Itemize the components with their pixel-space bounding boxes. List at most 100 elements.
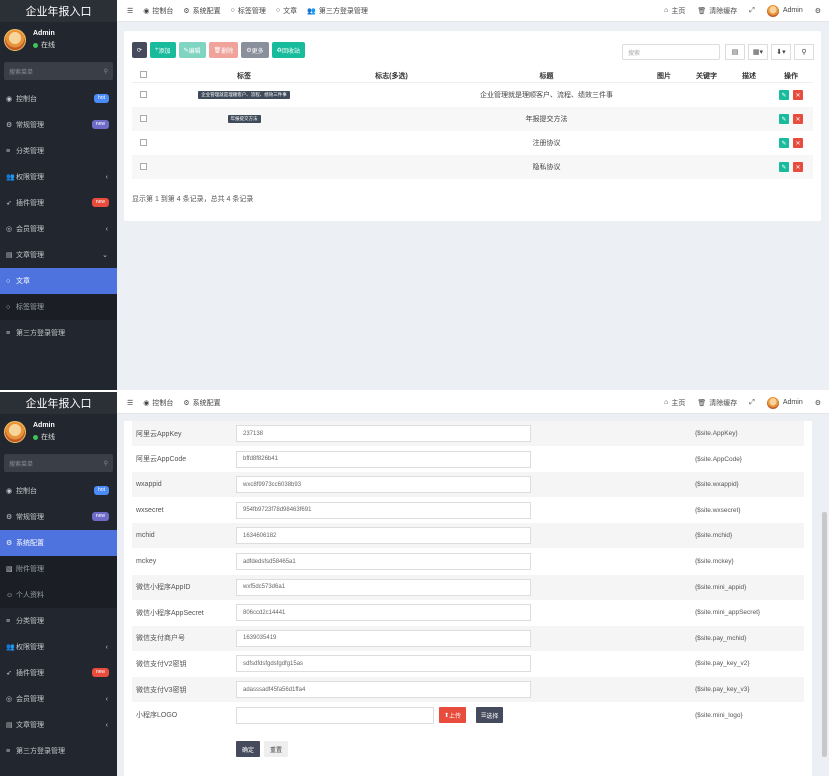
topbar-tab[interactable]: 👥 第三方登录管理 bbox=[307, 6, 368, 16]
select-all-checkbox[interactable] bbox=[139, 71, 147, 78]
sidebar-item[interactable]: ≡ 第三方登录管理 bbox=[0, 738, 117, 764]
page-scrollbar[interactable] bbox=[822, 512, 827, 757]
col-header-flag[interactable]: 标志(多选) bbox=[375, 72, 408, 80]
home-link[interactable]: ⌂ 主页 bbox=[664, 6, 685, 16]
sidebar-item[interactable]: ◎ 会员管理 ‹ bbox=[0, 216, 117, 242]
recycle-bin-button[interactable]: ♻ 回收站 bbox=[271, 42, 306, 58]
sidebar-item[interactable]: ≡ 分类管理 bbox=[0, 608, 117, 634]
config-input[interactable]: wxf5dc573d6a1 bbox=[236, 578, 531, 596]
col-header-description[interactable]: 描述 bbox=[742, 72, 756, 80]
sidebar-item[interactable]: ◉ 控制台 hot bbox=[0, 478, 117, 504]
col-header-title[interactable]: 标题 bbox=[539, 72, 554, 80]
config-input[interactable]: 1639035419 bbox=[236, 629, 531, 647]
sidebar-item[interactable]: ☺ 个人资料 bbox=[0, 582, 117, 608]
config-input[interactable]: 237138 bbox=[236, 425, 531, 442]
topbar-tab[interactable]: ⚙ 系统配置 bbox=[183, 6, 220, 16]
more-button[interactable]: ⚙ 更多 bbox=[241, 42, 269, 58]
fullscreen-icon[interactable]: ⤢ bbox=[749, 398, 755, 406]
sidebar-item[interactable]: ○ 标签管理 bbox=[0, 294, 117, 320]
sidebar-item[interactable]: ⚙ 常规管理 new bbox=[0, 112, 117, 138]
edit-pencil-icon[interactable]: ✎ bbox=[779, 90, 789, 100]
search-icon[interactable]: ⚲ bbox=[794, 44, 814, 60]
row-checkbox[interactable] bbox=[139, 90, 147, 98]
table-row[interactable]: 隐私协议 ✎ ✕ bbox=[132, 155, 813, 179]
row-checkbox[interactable] bbox=[139, 138, 147, 146]
sidebar-item[interactable]: ▤ 文章管理 ⌄ bbox=[0, 242, 117, 268]
fullscreen-icon[interactable]: ⤢ bbox=[749, 6, 755, 14]
config-input[interactable]: bffd8f826b41 bbox=[236, 450, 531, 468]
topbar-tab[interactable]: ○ 文章 bbox=[276, 6, 297, 16]
export-icon[interactable]: ⬇▾ bbox=[771, 44, 791, 60]
sidebar-item[interactable]: ⚙ 系统配置 bbox=[0, 530, 117, 556]
col-header-image[interactable]: 图片 bbox=[657, 72, 671, 80]
sidebar-item[interactable]: ➶ 插件管理 new bbox=[0, 190, 117, 216]
sidebar-item[interactable]: ≡ 第三方登录管理 bbox=[0, 320, 117, 346]
col-header-keywords[interactable]: 关键字 bbox=[696, 72, 717, 80]
toggle-view-icon[interactable]: ▤ bbox=[725, 44, 745, 60]
sidebar-logo[interactable]: 企业年报入口 bbox=[0, 392, 117, 414]
topbar-tab[interactable]: ⚙ 系统配置 bbox=[183, 398, 220, 408]
sidebar-item[interactable]: ≡ 分类管理 bbox=[0, 138, 117, 164]
delete-trash-icon[interactable]: ✕ bbox=[793, 90, 803, 100]
reset-button[interactable]: 重置 bbox=[264, 741, 289, 757]
delete-trash-icon[interactable]: ✕ bbox=[793, 162, 803, 172]
admin-menu[interactable]: Admin bbox=[766, 4, 803, 17]
sidebar-item[interactable]: ▤ 文章管理 ‹ bbox=[0, 712, 117, 738]
row-checkbox[interactable] bbox=[139, 162, 147, 170]
topbar-tab[interactable]: ○ 标签管理 bbox=[231, 6, 266, 16]
sidebar-item[interactable]: ▧ 附件管理 bbox=[0, 556, 117, 582]
config-input[interactable]: 806ccd2c14441 bbox=[236, 604, 531, 622]
delete-button[interactable]: 🗑 删除 bbox=[208, 42, 239, 58]
upload-button[interactable]: ⬆ 上传 bbox=[439, 707, 467, 724]
row-checkbox[interactable] bbox=[139, 114, 147, 122]
config-input[interactable]: adasssadf45fa56d1ffa4 bbox=[236, 681, 531, 698]
sidebar-item[interactable]: ◉ 控制台 hot bbox=[0, 86, 117, 112]
delete-trash-icon[interactable]: ✕ bbox=[793, 114, 803, 124]
submit-button[interactable]: 确定 bbox=[236, 741, 261, 757]
sidebar-search-input[interactable]: 搜索菜单 ⚲ bbox=[4, 454, 113, 472]
sidebar-item[interactable]: 👥 权限管理 ‹ bbox=[0, 164, 117, 190]
topbar-tab[interactable]: ◉ 控制台 bbox=[143, 398, 173, 408]
edit-pencil-icon[interactable]: ✎ bbox=[779, 114, 789, 124]
config-label: 小程序LOGO bbox=[136, 712, 178, 720]
config-input[interactable]: adfdedsfsd58465a1 bbox=[236, 553, 531, 570]
sidebar-toggle-icon[interactable]: ☰ bbox=[127, 399, 134, 407]
sidebar-item[interactable]: ⚙ 常规管理 new bbox=[0, 504, 117, 530]
logo-path-input[interactable] bbox=[236, 706, 434, 724]
tag-badge: 企业管理就是理顺客户、流程、绩效三件事 bbox=[198, 91, 290, 99]
config-input[interactable]: wxc8f9973cc6038b93 bbox=[236, 476, 531, 494]
config-input[interactable]: 1634606182 bbox=[236, 527, 531, 545]
sidebar-item[interactable]: 👥 权限管理 ‹ bbox=[0, 634, 117, 660]
table-row[interactable]: 注册协议 ✎ ✕ bbox=[132, 131, 813, 155]
sidebar-item[interactable]: ○ 文章 bbox=[0, 268, 117, 294]
sidebar-logo[interactable]: 企业年报入口 bbox=[0, 0, 117, 22]
delete-trash-icon[interactable]: ✕ bbox=[793, 138, 803, 148]
settings-gear-icon[interactable]: ⚙ bbox=[814, 7, 821, 15]
topbar-tab[interactable]: ◉ 控制台 bbox=[143, 6, 173, 16]
settings-gear-icon[interactable]: ⚙ bbox=[814, 399, 821, 407]
clear-cache-button[interactable]: 🗑 清除缓存 bbox=[697, 6, 737, 16]
edit-pencil-icon[interactable]: ✎ bbox=[779, 138, 789, 148]
columns-icon[interactable]: ▦▾ bbox=[748, 44, 768, 60]
col-header-tag[interactable]: 标签 bbox=[237, 72, 251, 80]
edit-button[interactable]: ✎ 编辑 bbox=[178, 42, 206, 58]
admin-menu[interactable]: Admin bbox=[766, 396, 803, 409]
clear-cache-button[interactable]: 🗑 清除缓存 bbox=[697, 398, 737, 408]
search-icon[interactable]: ⚲ bbox=[103, 68, 108, 75]
table-row[interactable]: 企业管理就是理顺客户、流程、绩效三件事 企业管理就是理顺客户、流程、绩效三件事 ✎ ✕ bbox=[132, 83, 813, 107]
table-row[interactable]: 年报提交方法 年报提交方法 ✎ ✕ bbox=[132, 107, 813, 131]
sidebar-item[interactable]: ➶ 插件管理 new bbox=[0, 660, 117, 686]
config-input[interactable]: 954fb9723f78d98463f691 bbox=[236, 501, 531, 519]
edit-pencil-icon[interactable]: ✎ bbox=[779, 162, 789, 172]
sidebar-toggle-icon[interactable]: ☰ bbox=[127, 7, 134, 15]
topbar-tab-label: 标签管理 bbox=[237, 7, 266, 15]
home-link[interactable]: ⌂ 主页 bbox=[664, 398, 685, 408]
table-search-input[interactable]: 搜索 bbox=[622, 44, 720, 60]
sidebar-item[interactable]: ◎ 会员管理 ‹ bbox=[0, 686, 117, 712]
refresh-button[interactable]: ⟳ bbox=[132, 42, 148, 58]
config-input[interactable]: sdfsdfdsfgdsfgdfg15as bbox=[236, 655, 531, 673]
search-icon[interactable]: ⚲ bbox=[103, 460, 108, 467]
sidebar-search-input[interactable]: 搜索菜单 ⚲ bbox=[4, 62, 113, 80]
add-button[interactable]: + 添加 bbox=[150, 42, 176, 58]
choose-button[interactable]: ☰ 选择 bbox=[476, 707, 504, 724]
